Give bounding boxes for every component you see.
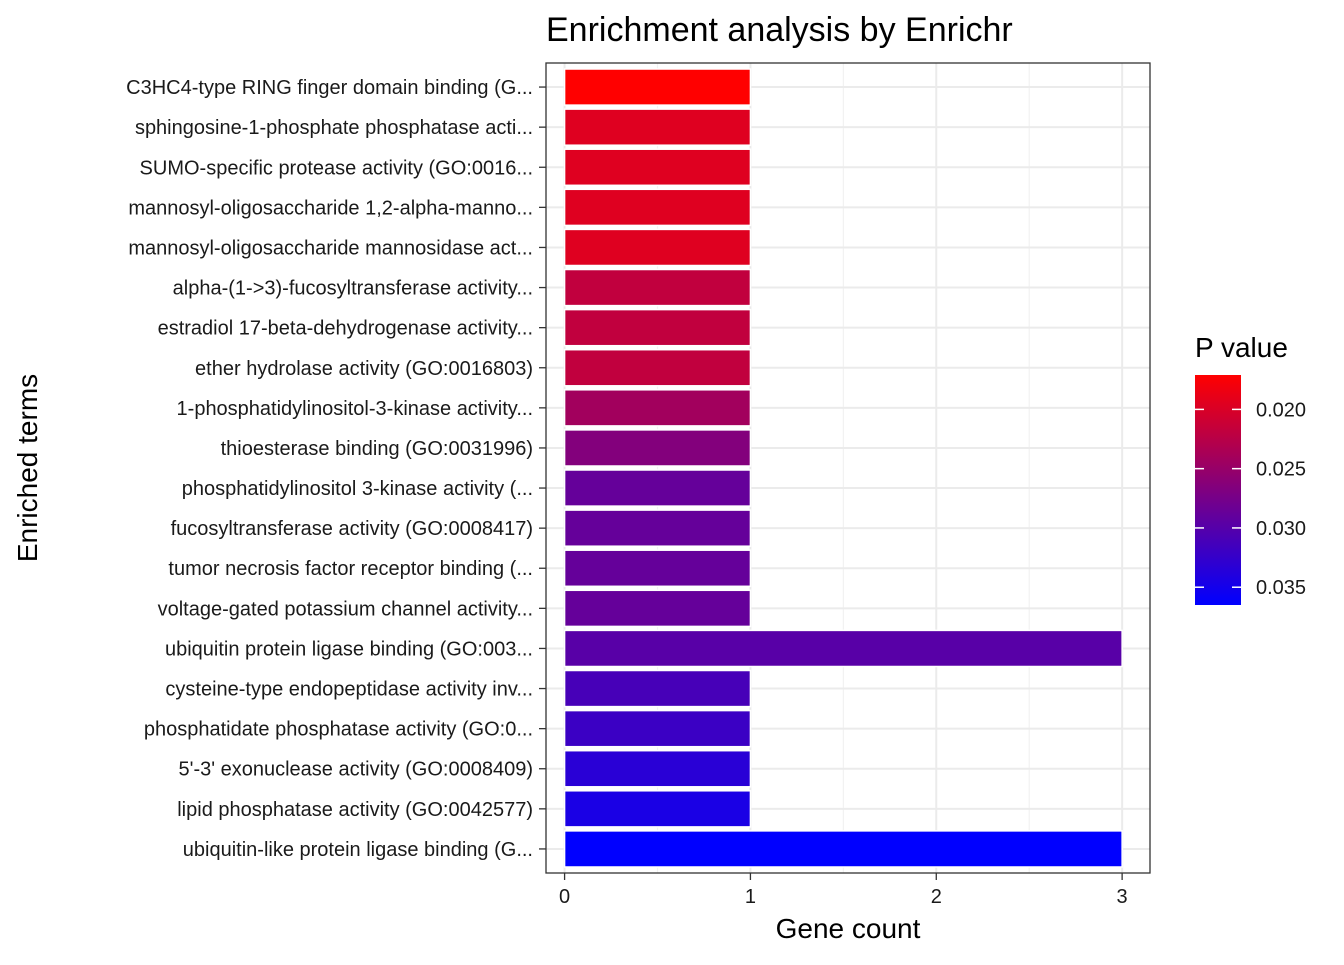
y-tick-label: fucosyltransferase activity (GO:0008417) (171, 518, 533, 540)
bar (563, 188, 752, 227)
bar (563, 629, 1123, 668)
y-tick-label: C3HC4-type RING finger domain binding (G… (126, 77, 533, 99)
bar (563, 669, 752, 708)
bar (563, 228, 752, 267)
x-tick-label: 2 (931, 886, 942, 908)
legend-tick-label: 0.030 (1256, 518, 1306, 540)
bar (563, 348, 752, 387)
legend-colorbar (1195, 375, 1241, 605)
y-tick-label: mannosyl-oligosaccharide 1,2-alpha-manno… (128, 197, 533, 219)
legend-tick-label: 0.025 (1256, 459, 1306, 481)
bar (563, 709, 752, 748)
legend-tick-label: 0.020 (1256, 399, 1306, 421)
y-tick-label: tumor necrosis factor receptor binding (… (168, 558, 533, 580)
bar (563, 308, 752, 347)
bar (563, 108, 752, 146)
y-tick-label: cysteine-type endopeptidase activity inv… (165, 679, 533, 701)
y-tick-label: thioesterase binding (GO:0031996) (221, 438, 533, 460)
y-tick-label: ubiquitin protein ligase binding (GO:003… (165, 638, 533, 660)
chart-title: Enrichment analysis by Enrichr (546, 11, 1013, 49)
y-tick-label: sphingosine-1-phosphate phosphatase acti… (135, 117, 533, 139)
bar (563, 268, 752, 307)
legend: P value 0.020 0.025 0.030 0.035 (1195, 332, 1306, 605)
legend-ticks: 0.020 0.025 0.030 0.035 (1195, 399, 1306, 599)
x-tick-label: 0 (559, 886, 570, 908)
y-tick-label: alpha-(1->3)-fucosyltransferase activity… (173, 278, 533, 300)
legend-tick-label: 0.035 (1256, 577, 1306, 599)
bar (563, 830, 1123, 868)
y-tick-label: 5'-3' exonuclease activity (GO:0008409) (179, 759, 534, 781)
y-tick-label: mannosyl-oligosaccharide mannosidase act… (128, 237, 533, 259)
bar (563, 549, 752, 588)
bars (563, 68, 1123, 868)
bar (563, 469, 752, 507)
y-tick-label: phosphatidylinositol 3-kinase activity (… (182, 478, 533, 500)
y-axis: C3HC4-type RING finger domain binding (G… (126, 77, 546, 861)
x-tick-label: 3 (1117, 886, 1128, 908)
legend-title: P value (1195, 332, 1288, 363)
y-axis-title: Enriched terms (12, 374, 43, 562)
bar (563, 148, 752, 187)
x-axis: 0 1 2 3 (559, 873, 1128, 908)
bar (563, 790, 752, 828)
bar (563, 68, 752, 106)
y-tick-label: 1-phosphatidylinositol-3-kinase activity… (177, 398, 533, 420)
plot-panel-border (545, 62, 1151, 874)
y-tick-label: voltage-gated potassium channel activity… (158, 598, 533, 620)
y-tick-label: ether hydrolase activity (GO:0016803) (195, 358, 533, 380)
x-axis-title: Gene count (776, 913, 921, 944)
y-tick-label: phosphatidate phosphatase activity (GO:0… (144, 719, 533, 741)
bar (563, 429, 752, 467)
y-tick-label: estradiol 17-beta-dehydrogenase activity… (158, 318, 533, 340)
bar (563, 589, 752, 628)
x-tick-label: 1 (745, 886, 756, 908)
bar (563, 749, 752, 788)
y-tick-label: SUMO-specific protease activity (GO:0016… (140, 157, 533, 179)
bar (563, 509, 752, 547)
y-tick-label: lipid phosphatase activity (GO:0042577) (177, 799, 533, 821)
bar (563, 389, 752, 427)
y-tick-label: ubiquitin-like protein ligase binding (G… (183, 839, 533, 861)
